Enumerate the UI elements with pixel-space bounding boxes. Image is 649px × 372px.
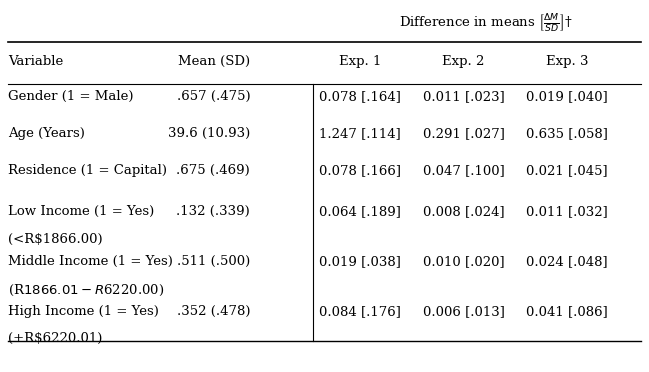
Text: 0.078 [.164]: 0.078 [.164]	[319, 90, 401, 103]
Text: .132 (.339): .132 (.339)	[177, 205, 250, 218]
Text: Age (Years): Age (Years)	[8, 127, 85, 140]
Text: .511 (.500): .511 (.500)	[177, 255, 250, 268]
Text: Low Income (1 = Yes): Low Income (1 = Yes)	[8, 205, 154, 218]
Text: .657 (.475): .657 (.475)	[177, 90, 250, 103]
Text: Exp. 3: Exp. 3	[546, 55, 588, 68]
Text: 0.078 [.166]: 0.078 [.166]	[319, 164, 401, 177]
Text: (<R$1866.00): (<R$1866.00)	[8, 233, 103, 246]
Text: 0.024 [.048]: 0.024 [.048]	[526, 255, 607, 268]
Text: Variable: Variable	[8, 55, 63, 68]
Text: 0.047 [.100]: 0.047 [.100]	[422, 164, 504, 177]
Text: 0.011 [.023]: 0.011 [.023]	[422, 90, 504, 103]
Text: High Income (1 = Yes): High Income (1 = Yes)	[8, 305, 159, 318]
Text: Middle Income (1 = Yes): Middle Income (1 = Yes)	[8, 255, 173, 268]
Text: 0.635 [.058]: 0.635 [.058]	[526, 127, 607, 140]
Text: .675 (.469): .675 (.469)	[177, 164, 250, 177]
Text: Difference in means $\left[\frac{\Delta M}{SD}\right]$†: Difference in means $\left[\frac{\Delta …	[399, 13, 573, 34]
Text: 39.6 (10.93): 39.6 (10.93)	[168, 127, 250, 140]
Text: Gender (1 = Male): Gender (1 = Male)	[8, 90, 133, 103]
Text: .352 (.478): .352 (.478)	[177, 305, 250, 318]
Text: Mean (SD): Mean (SD)	[178, 55, 250, 68]
Text: 0.064 [.189]: 0.064 [.189]	[319, 205, 401, 218]
Text: (+R$6220.01): (+R$6220.01)	[8, 333, 103, 345]
Text: 0.011 [.032]: 0.011 [.032]	[526, 205, 607, 218]
Text: Residence (1 = Capital): Residence (1 = Capital)	[8, 164, 167, 177]
Text: Exp. 2: Exp. 2	[442, 55, 485, 68]
Text: 0.010 [.020]: 0.010 [.020]	[422, 255, 504, 268]
Text: 0.041 [.086]: 0.041 [.086]	[526, 305, 607, 318]
Text: 0.019 [.038]: 0.019 [.038]	[319, 255, 401, 268]
Text: 1.247 [.114]: 1.247 [.114]	[319, 127, 401, 140]
Text: 0.021 [.045]: 0.021 [.045]	[526, 164, 607, 177]
Text: (R$1866.01 - R$6220.00): (R$1866.01 - R$6220.00)	[8, 283, 164, 298]
Text: 0.008 [.024]: 0.008 [.024]	[422, 205, 504, 218]
Text: 0.291 [.027]: 0.291 [.027]	[422, 127, 504, 140]
Text: 0.019 [.040]: 0.019 [.040]	[526, 90, 607, 103]
Text: 0.006 [.013]: 0.006 [.013]	[422, 305, 504, 318]
Text: 0.084 [.176]: 0.084 [.176]	[319, 305, 401, 318]
Text: Exp. 1: Exp. 1	[339, 55, 381, 68]
